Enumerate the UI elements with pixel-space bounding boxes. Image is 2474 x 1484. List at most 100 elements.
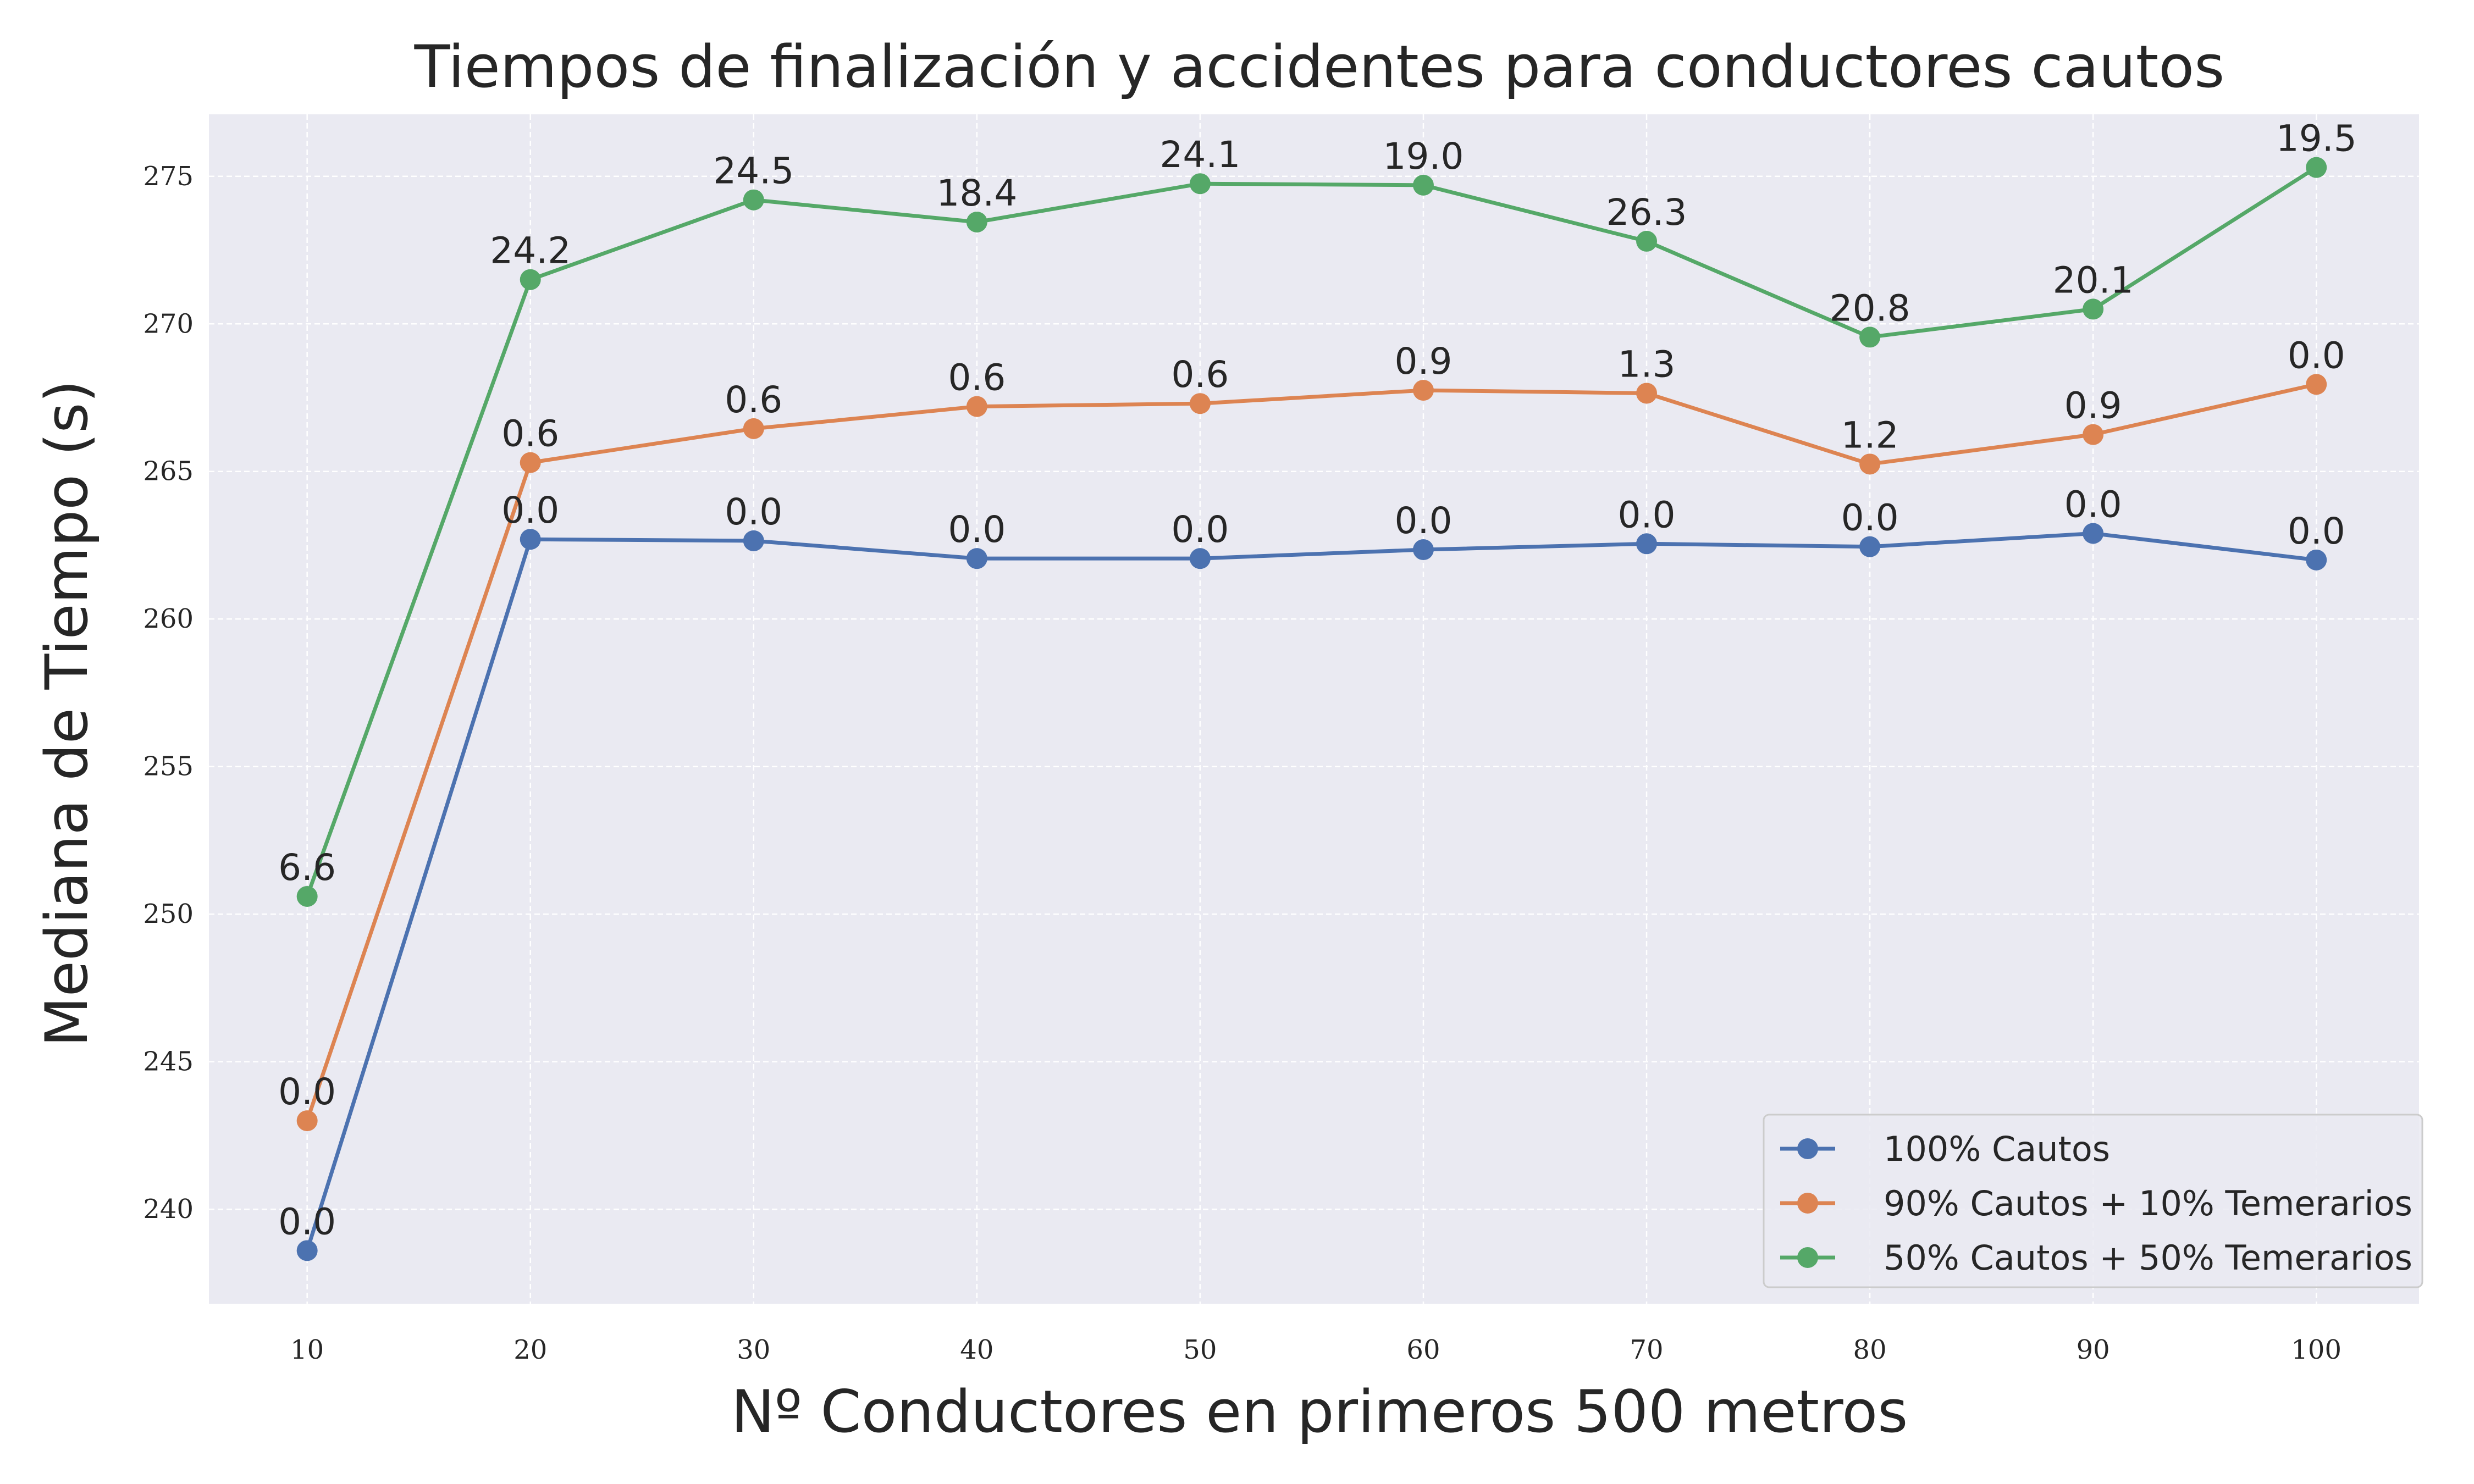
data-point: [1412, 380, 1434, 401]
x-tick-label: 10: [290, 1335, 324, 1365]
y-tick-label: 260: [143, 603, 194, 634]
legend-item: 90% Cautos + 10% Temerarios: [1780, 1183, 2412, 1223]
data-point: [296, 1240, 318, 1261]
data-point: [2306, 157, 2327, 178]
data-label: 0.0: [2064, 484, 2122, 526]
data-point: [520, 452, 541, 473]
data-point: [743, 530, 764, 551]
data-label: 0.0: [948, 508, 1006, 551]
y-axis-title: Mediana de Tiempo (s): [33, 380, 101, 1047]
x-tick-label: 40: [960, 1335, 993, 1365]
data-point: [1189, 393, 1211, 414]
data-point: [2083, 523, 2104, 544]
data-point: [1859, 536, 1881, 557]
x-tick-label: 30: [737, 1335, 770, 1365]
data-point: [1636, 383, 1658, 404]
data-point: [1859, 326, 1881, 348]
data-point: [966, 396, 987, 417]
data-label: 19.0: [1383, 135, 1464, 178]
data-label: 19.5: [2276, 118, 2357, 160]
data-label: 20.8: [1830, 287, 1910, 329]
y-tick-label: 270: [143, 308, 194, 339]
data-label: 24.5: [713, 150, 794, 192]
data-label: 0.6: [501, 413, 559, 455]
legend-marker: [1797, 1247, 1818, 1268]
data-point: [966, 548, 987, 569]
y-tick-label: 240: [143, 1194, 194, 1225]
series-layer: [296, 157, 2327, 1261]
y-tick-label: 250: [143, 899, 194, 929]
y-tick-label: 265: [143, 456, 194, 487]
legend-label: 50% Cautos + 50% Temerarios: [1884, 1238, 2412, 1278]
x-tick-label: 100: [2291, 1335, 2342, 1365]
chart-title: Tiempos de finalización y accidentes par…: [414, 33, 2225, 101]
data-label: 24.2: [490, 230, 571, 272]
data-point: [1636, 230, 1658, 252]
data-point: [966, 211, 987, 232]
data-point: [520, 529, 541, 550]
series-3: [296, 157, 2327, 907]
data-label: 0.0: [2288, 334, 2345, 376]
series-line: [305, 165, 2318, 899]
series-line: [305, 382, 2318, 1123]
data-label: 0.0: [725, 491, 782, 533]
data-point: [1859, 453, 1881, 475]
data-point: [2083, 298, 2104, 320]
data-point: [1412, 539, 1434, 561]
legend-label: 90% Cautos + 10% Temerarios: [1884, 1183, 2412, 1223]
data-point: [2306, 374, 2327, 395]
data-label: 0.0: [501, 489, 559, 531]
data-label: 0.0: [2288, 510, 2345, 552]
data-label: 6.6: [278, 846, 336, 889]
legend-label: 100% Cautos: [1884, 1129, 2110, 1169]
data-label: 0.0: [278, 1071, 336, 1113]
x-tick-label: 90: [2077, 1335, 2110, 1365]
y-tick-label: 255: [143, 751, 194, 782]
data-label: 1.2: [1841, 414, 1899, 456]
data-point: [743, 189, 764, 211]
data-label: 20.1: [2053, 259, 2134, 301]
legend-item: 100% Cautos: [1780, 1129, 2110, 1169]
data-label: 24.1: [1159, 134, 1240, 176]
x-tick-label: 70: [1630, 1335, 1663, 1365]
legend-item: 50% Cautos + 50% Temerarios: [1780, 1238, 2412, 1278]
data-label: 0.0: [1171, 508, 1229, 551]
data-labels: 0.0 0.0 0.0 0.0 0.0 0.0 0.0 0.0 0.0 0.0 0.0 0.6 0.6 0…: [278, 118, 2357, 1243]
data-point: [296, 1110, 318, 1132]
data-point: [1636, 533, 1658, 555]
data-label: 0.6: [725, 379, 782, 421]
data-point: [1189, 173, 1211, 195]
series-2: [296, 374, 2327, 1132]
series-line: [305, 531, 2318, 1253]
data-label: 0.9: [2064, 385, 2122, 427]
data-point: [296, 885, 318, 907]
data-point: [1412, 174, 1434, 196]
data-point: [520, 269, 541, 290]
x-tick-label: 50: [1183, 1335, 1217, 1365]
y-tick-label: 275: [143, 161, 194, 192]
data-label: 18.4: [936, 172, 1017, 214]
data-point: [1189, 548, 1211, 569]
y-axis-ticks: 240 245 250 255 260 265 270 275: [143, 161, 194, 1225]
data-label: 0.6: [948, 357, 1006, 399]
data-label: 0.9: [1394, 340, 1452, 383]
data-label: 26.3: [1606, 191, 1687, 234]
data-point: [2083, 424, 2104, 445]
x-axis-ticks: 10 20 30 40 50 60 70 80 90 100: [290, 1335, 2342, 1365]
y-tick-label: 245: [143, 1046, 194, 1077]
x-tick-label: 80: [1853, 1335, 1887, 1365]
x-tick-label: 60: [1406, 1335, 1440, 1365]
legend-box: [1763, 1114, 2423, 1288]
data-label: 0.6: [1171, 353, 1229, 396]
series-1: [296, 523, 2327, 1261]
data-label: 0.0: [1841, 497, 1899, 539]
legend: 100% Cautos 90% Cautos + 10% Temerarios 50…: [1763, 1114, 2423, 1288]
x-tick-label: 20: [513, 1335, 547, 1365]
legend-marker: [1797, 1138, 1818, 1159]
data-point: [743, 418, 764, 439]
data-label: 1.3: [1618, 343, 1676, 385]
x-axis-title: Nº Conductores en primeros 500 metros: [731, 1378, 1908, 1446]
data-label: 0.0: [1394, 500, 1452, 542]
data-point: [2306, 549, 2327, 571]
